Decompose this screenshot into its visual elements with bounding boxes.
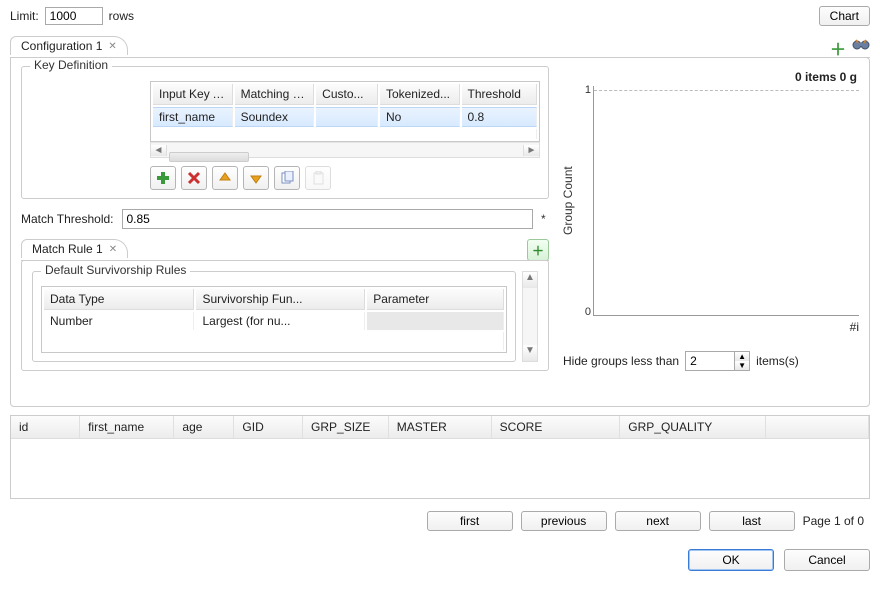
cell-threshold: 0.8 [462, 107, 537, 127]
rule-tab-strip: Match Rule 1 ✕ ＋ [21, 239, 549, 261]
key-definition-legend: Key Definition [30, 58, 112, 72]
survivorship-pane: Default Survivorship Rules Data Type Sur… [21, 260, 549, 371]
next-button[interactable]: next [615, 511, 701, 531]
paste-button [305, 166, 331, 190]
add-row-button[interactable] [150, 166, 176, 190]
v-scrollbar[interactable]: ▲ ▼ [522, 271, 538, 362]
top-row: Limit: rows Chart [10, 6, 870, 26]
hide-groups-label: Hide groups less than [563, 354, 679, 368]
required-star: * [541, 212, 549, 226]
col-datatype[interactable]: Data Type [44, 289, 194, 310]
table-row[interactable]: Number Largest (for nu... [44, 312, 504, 330]
col-grp-size[interactable]: GRP_SIZE [303, 416, 389, 439]
match-threshold-label: Match Threshold: [21, 212, 114, 226]
move-up-button[interactable] [212, 166, 238, 190]
chart-button[interactable]: Chart [819, 6, 870, 26]
chart-title: 0 items 0 g [559, 66, 859, 86]
limit-input[interactable] [45, 7, 103, 25]
tab-match-rule-1[interactable]: Match Rule 1 ✕ [21, 239, 128, 258]
col-id[interactable]: id [11, 416, 80, 439]
table-row[interactable]: first_name Soundex No 0.8 [153, 107, 537, 127]
chart-body: Group Count 1 0 [559, 86, 859, 316]
tab-label: Configuration 1 [21, 39, 102, 53]
add-rule-button[interactable]: ＋ [527, 239, 549, 261]
spinner-up-icon[interactable]: ▲ [735, 352, 749, 361]
cell-param [367, 312, 504, 330]
config-pane: Key Definition Input Key Attri... Matchi… [10, 57, 870, 407]
rows-label: rows [109, 9, 134, 23]
spinner-down-icon[interactable]: ▼ [735, 361, 749, 370]
col-parameter[interactable]: Parameter [367, 289, 504, 310]
col-custom[interactable]: Custo... [316, 84, 378, 105]
scroll-left-icon[interactable]: ◄ [151, 145, 167, 156]
cell-surv-func: Largest (for nu... [196, 312, 365, 330]
hide-groups-input[interactable] [686, 352, 734, 370]
close-icon[interactable]: ✕ [109, 244, 117, 255]
survivorship-group: Default Survivorship Rules Data Type Sur… [32, 271, 516, 362]
col-master[interactable]: MASTER [388, 416, 491, 439]
config-tab-strip: Configuration 1 ✕ ＋ [10, 36, 870, 58]
cell-tokenized: No [380, 107, 460, 127]
col-surv-func[interactable]: Survivorship Fun... [196, 289, 365, 310]
col-score[interactable]: SCORE [491, 416, 620, 439]
col-threshold[interactable]: Threshold [462, 84, 537, 105]
col-tokenized[interactable]: Tokenized... [380, 84, 460, 105]
results-table[interactable]: id first_name age GID GRP_SIZE MASTER SC… [10, 415, 870, 499]
chart-panel: 0 items 0 g Group Count 1 0 #i Hide grou… [559, 66, 859, 371]
limit-label: Limit: [10, 9, 39, 23]
dialog-root: Limit: rows Chart Configuration 1 ✕ ＋ Ke… [0, 0, 880, 596]
col-input-key[interactable]: Input Key Attri... [153, 84, 233, 105]
col-gid[interactable]: GID [234, 416, 303, 439]
ytick-0: 0 [585, 306, 591, 318]
rule-tab-label: Match Rule 1 [32, 242, 103, 256]
key-def-toolbar [150, 166, 540, 190]
y-ticks: 1 0 [577, 86, 593, 316]
tab-configuration-1[interactable]: Configuration 1 ✕ [10, 36, 128, 55]
col-blank [766, 416, 869, 439]
col-grp-quality[interactable]: GRP_QUALITY [620, 416, 766, 439]
scroll-thumb[interactable] [169, 152, 249, 162]
ok-button[interactable]: OK [688, 549, 774, 571]
y-axis-label: Group Count [559, 86, 577, 316]
copy-button[interactable] [274, 166, 300, 190]
hide-groups-spinner[interactable]: ▲ ▼ [685, 351, 750, 371]
move-down-button[interactable] [243, 166, 269, 190]
cancel-button[interactable]: Cancel [784, 549, 870, 571]
first-button[interactable]: first [427, 511, 513, 531]
h-scrollbar[interactable]: ◄ ► [150, 142, 540, 158]
scroll-right-icon[interactable]: ► [523, 145, 539, 156]
hide-groups-suffix: items(s) [756, 354, 799, 368]
match-threshold-input[interactable] [122, 209, 534, 229]
survivorship-legend: Default Survivorship Rules [41, 263, 190, 277]
hide-groups-row: Hide groups less than ▲ ▼ items(s) [559, 351, 859, 371]
col-matching-func[interactable]: Matching F... [235, 84, 315, 105]
survivorship-table[interactable]: Data Type Survivorship Fun... Parameter … [41, 286, 507, 353]
cell-attr: first_name [153, 107, 233, 127]
cell-func: Soundex [235, 107, 315, 127]
cell-custom [316, 107, 378, 127]
col-age[interactable]: age [174, 416, 234, 439]
page-status: Page 1 of 0 [803, 514, 864, 528]
key-definition-group: Key Definition Input Key Attri... Matchi… [21, 66, 549, 199]
x-axis-caption: #i [559, 316, 859, 334]
previous-button[interactable]: previous [521, 511, 607, 531]
match-threshold-row: Match Threshold: * [21, 209, 549, 229]
ytick-1: 1 [585, 84, 591, 96]
plot-area [593, 86, 859, 316]
col-first-name[interactable]: first_name [80, 416, 174, 439]
scroll-up-icon[interactable]: ▲ [523, 272, 537, 288]
cell-dtype: Number [44, 312, 194, 330]
dialog-buttons: OK Cancel [10, 549, 870, 571]
gridline [594, 90, 859, 91]
delete-row-button[interactable] [181, 166, 207, 190]
key-definition-table[interactable]: Input Key Attri... Matching F... Custo..… [150, 81, 540, 142]
pager: first previous next last Page 1 of 0 [10, 511, 870, 531]
last-button[interactable]: last [709, 511, 795, 531]
close-icon[interactable]: ✕ [108, 41, 116, 52]
scroll-down-icon[interactable]: ▼ [523, 345, 537, 361]
